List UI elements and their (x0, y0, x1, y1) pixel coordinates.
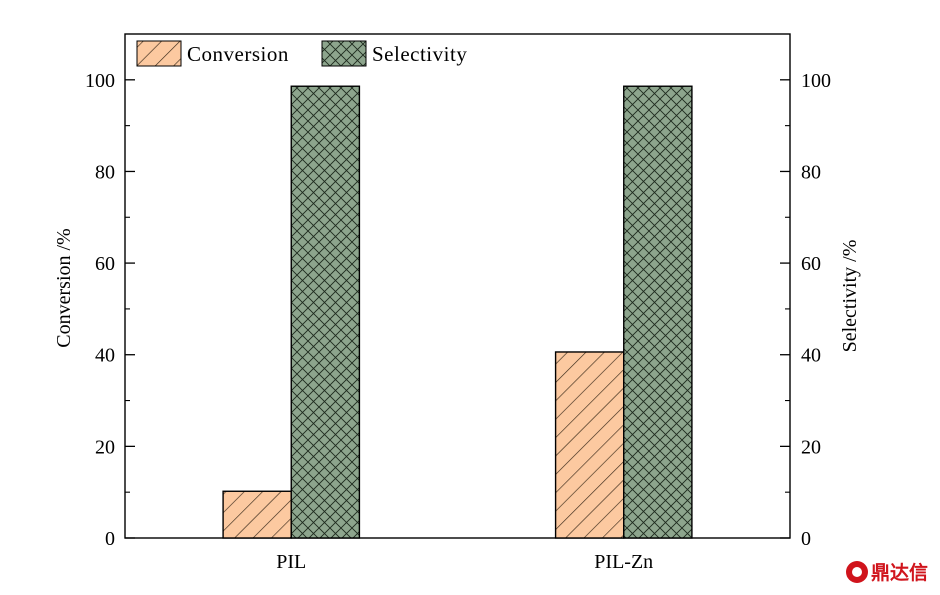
bar-conversion-pil-zn (554, 351, 625, 539)
left-tick-label: 0 (105, 528, 115, 550)
x-axis: PIL PIL-Zn (276, 530, 653, 573)
plot-area-border (124, 33, 791, 539)
bar-conversion-pil (222, 490, 292, 539)
left-tick-label: 40 (95, 345, 115, 367)
legend-swatch-selectivity (321, 40, 367, 67)
left-tick-label: 60 (95, 253, 115, 275)
right-tick-label: 40 (801, 345, 821, 367)
right-axis: 0 20 40 60 80 100 (780, 70, 831, 550)
bar-selectivity-pil-zn (623, 85, 693, 539)
right-tick-label: 80 (801, 161, 821, 183)
right-axis-title: Selectivity /% (839, 240, 861, 353)
watermark: 鼎达信 (845, 558, 928, 585)
left-tick-label: 20 (95, 436, 115, 458)
right-tick-label: 20 (801, 436, 821, 458)
bar-selectivity-pil (290, 85, 361, 539)
legend-label-selectivity: Selectivity (372, 42, 467, 66)
legend-label-conversion: Conversion (187, 42, 289, 66)
x-tick-label: PIL-Zn (594, 551, 653, 573)
left-tick-label: 100 (85, 70, 115, 92)
legend-swatch-conversion (136, 40, 182, 67)
left-axis-title: Conversion /% (53, 228, 75, 347)
bars (222, 85, 693, 539)
legend: Conversion Selectivity (136, 40, 467, 67)
watermark-text: 鼎达信 (870, 562, 928, 584)
plot-frame (124, 33, 791, 539)
left-tick-label: 80 (95, 161, 115, 183)
right-tick-label: 60 (801, 253, 821, 275)
dingdaxin-logo-icon (845, 560, 868, 583)
right-tick-label: 100 (801, 70, 831, 92)
left-axis: 0 20 40 60 80 100 (85, 70, 135, 550)
right-tick-label: 0 (801, 528, 811, 550)
x-tick-label: PIL (276, 551, 306, 573)
